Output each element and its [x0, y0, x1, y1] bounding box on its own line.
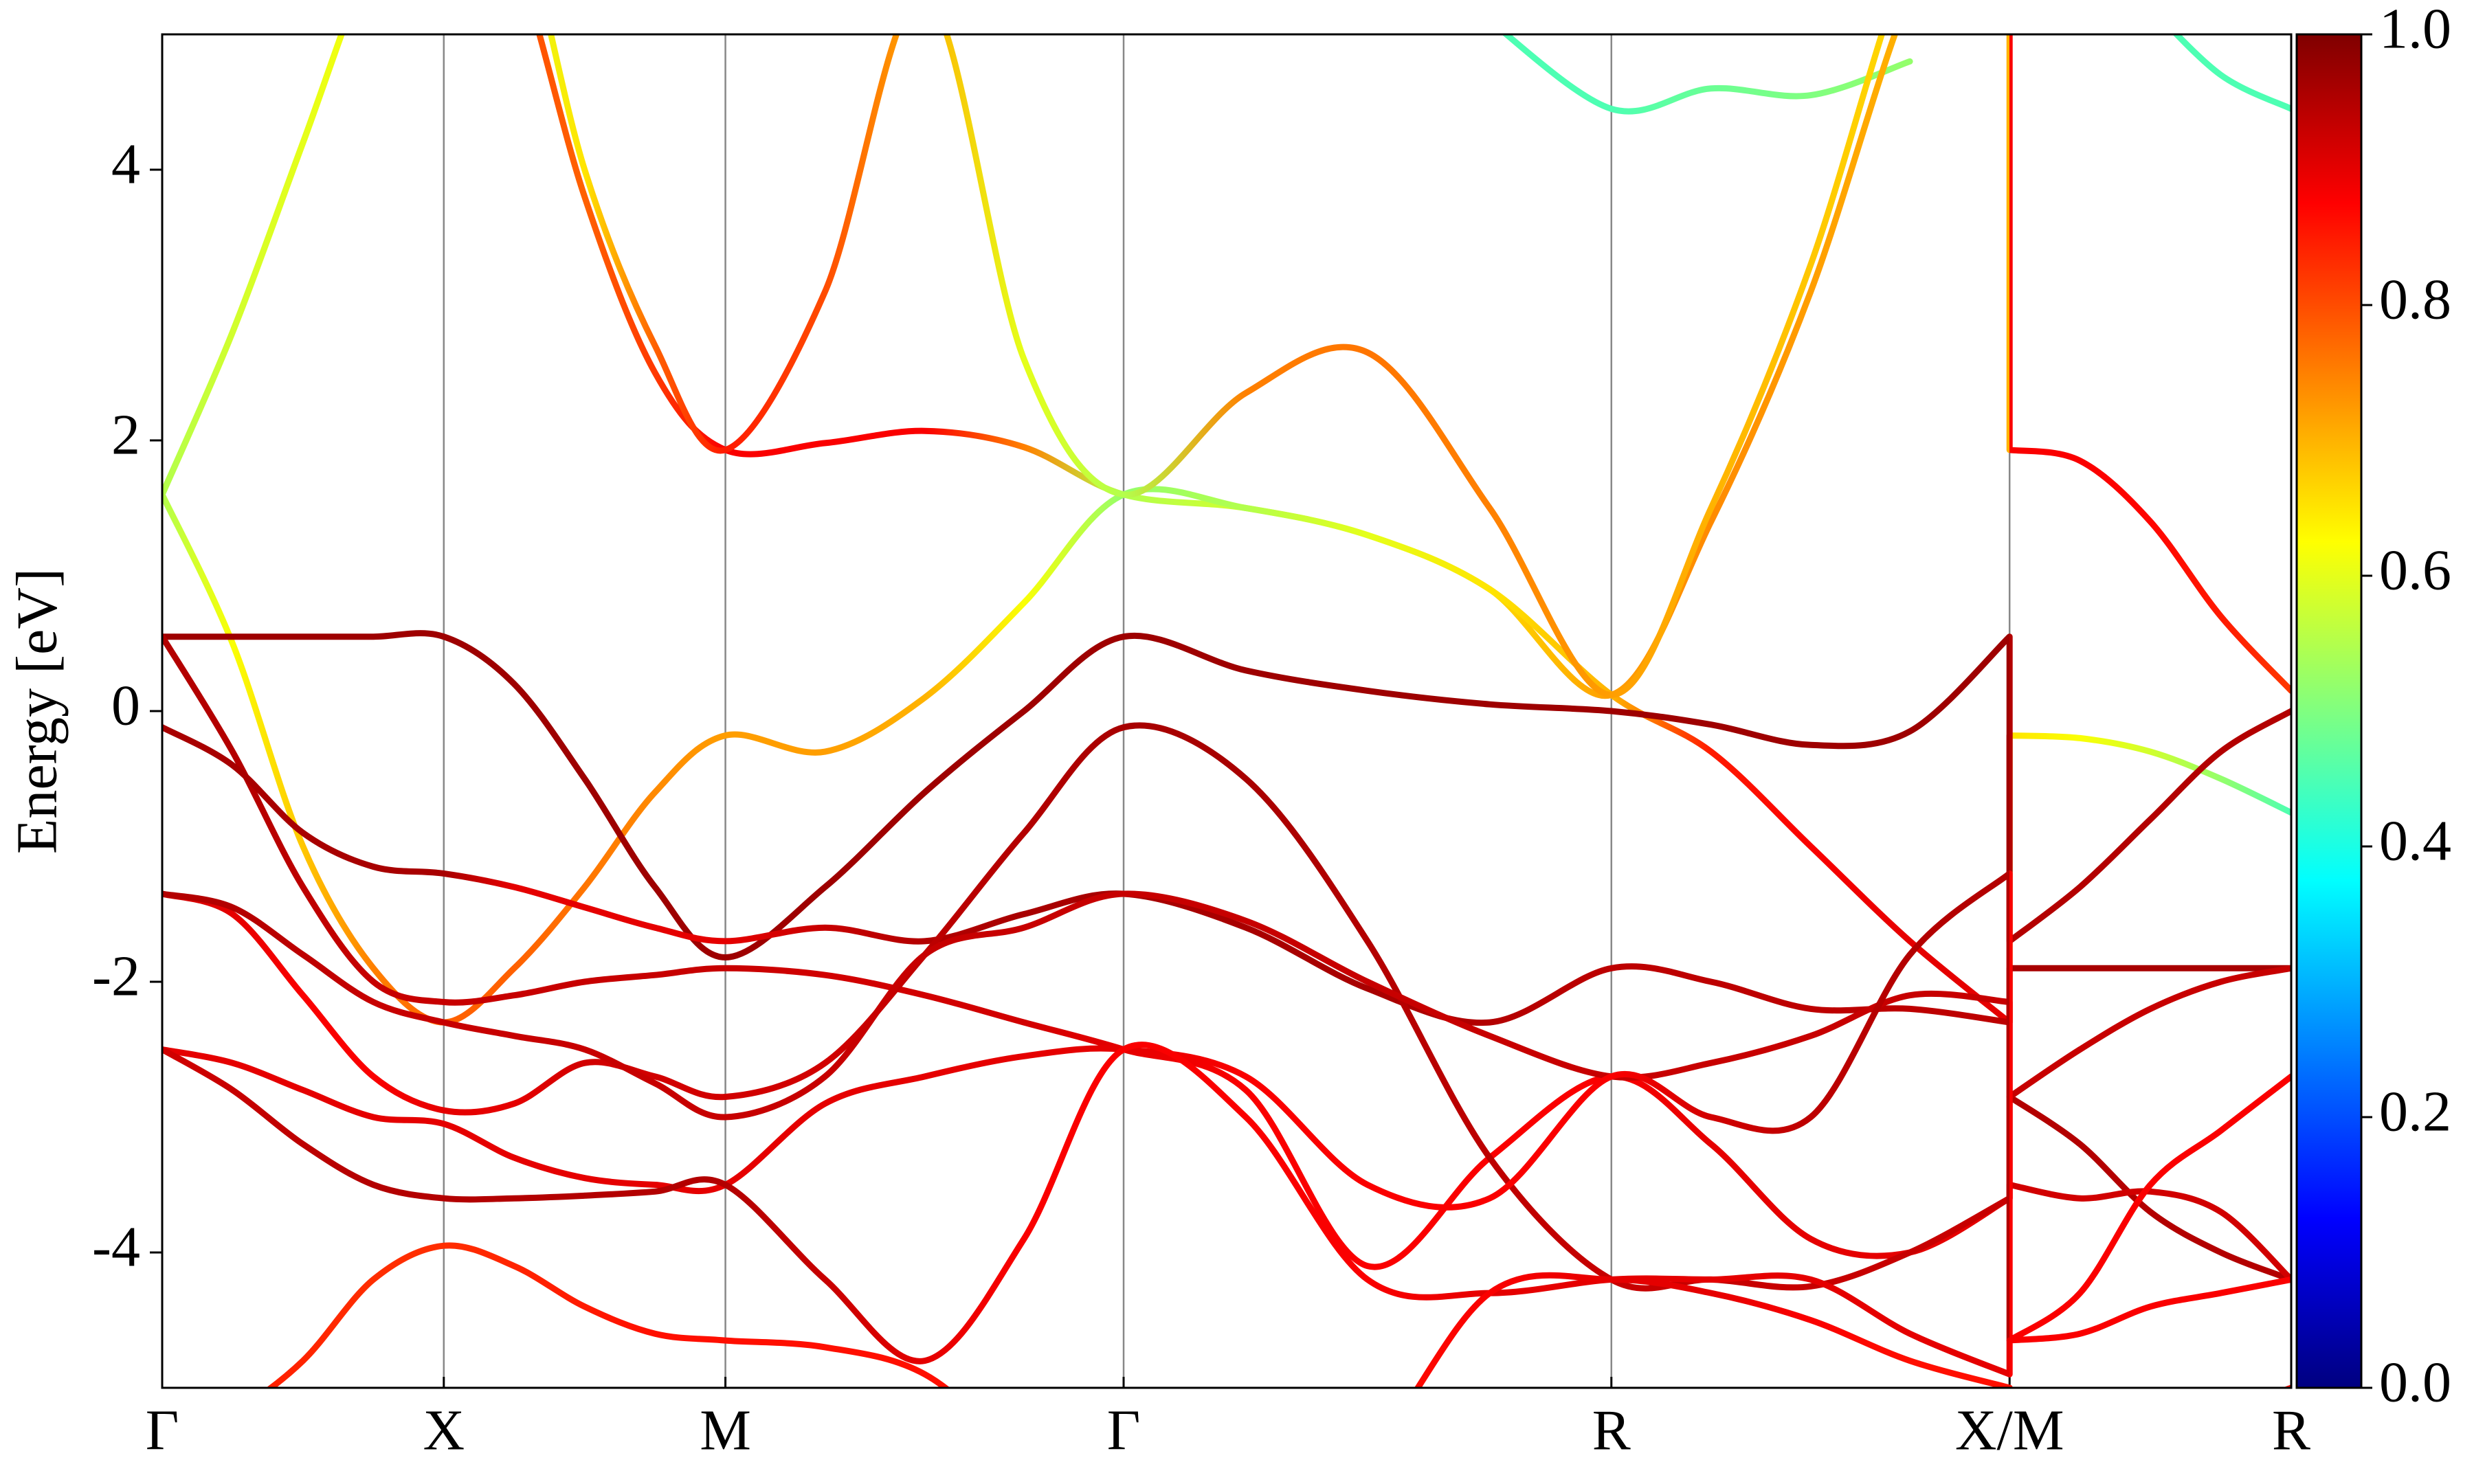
band-line — [162, 724, 2291, 1026]
y-tick-label: 2 — [111, 403, 140, 466]
x-tick-label: X — [423, 1398, 465, 1462]
band-line — [162, 722, 2291, 1292]
band-line — [162, 486, 2291, 1026]
x-tick-label: Γ — [1107, 1398, 1141, 1462]
band-line — [162, 34, 1885, 698]
band-line — [1502, 34, 2291, 115]
band-line — [162, 870, 2291, 1344]
band-line — [162, 633, 2291, 1283]
band-line — [162, 1042, 2291, 1378]
colorbar-tick-label: 0.2 — [2379, 1079, 2451, 1143]
y-tick-label: 0 — [111, 673, 140, 737]
y-tick-label: -4 — [92, 1215, 140, 1279]
y-tick-label: -2 — [92, 944, 140, 1008]
y-tick-label: 4 — [111, 132, 140, 196]
x-tick-label: M — [700, 1398, 751, 1462]
y-axis-label: Energy [eV] — [5, 568, 69, 854]
band-line — [162, 890, 2291, 1121]
colorbar-tick-label: 0.4 — [2379, 809, 2451, 873]
x-tick-label: X/M — [1955, 1398, 2064, 1462]
band-line — [162, 630, 2291, 960]
x-tick-label: R — [1592, 1398, 1631, 1462]
colorbar-tick-label: 0.6 — [2379, 538, 2451, 602]
bands — [162, 34, 2291, 1388]
band-line — [266, 1242, 2291, 1388]
plot-frame — [161, 33, 2293, 1389]
colorbar-tick-label: 0.0 — [2379, 1350, 2451, 1414]
colorbar-tick-label: 1.0 — [2379, 0, 2451, 60]
x-tick-label: Γ — [146, 1398, 179, 1462]
x-tick-label: R — [2272, 1398, 2310, 1462]
band-line — [162, 34, 2291, 699]
colorbar — [2295, 33, 2363, 1389]
colorbar-tick-label: 0.8 — [2379, 267, 2451, 331]
